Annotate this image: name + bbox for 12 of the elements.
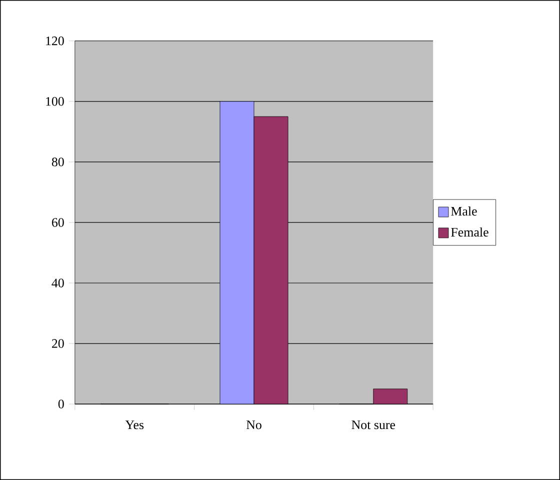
y-tick-label: 0: [58, 400, 64, 408]
x-tick-label: Not sure: [352, 420, 396, 430]
legend-label: Male: [451, 206, 477, 216]
y-tick-label: 60: [52, 218, 64, 227]
x-tick-label: No: [246, 420, 262, 430]
y-tick-label: 40: [52, 278, 64, 288]
y-tick-label: 20: [52, 339, 64, 348]
x-tick-label: Yes: [125, 420, 144, 430]
legend-label: Female: [451, 227, 488, 237]
y-tick-label: 80: [52, 158, 64, 166]
y-tick-label: 100: [46, 97, 64, 106]
y-tick-label: 120: [46, 36, 64, 46]
